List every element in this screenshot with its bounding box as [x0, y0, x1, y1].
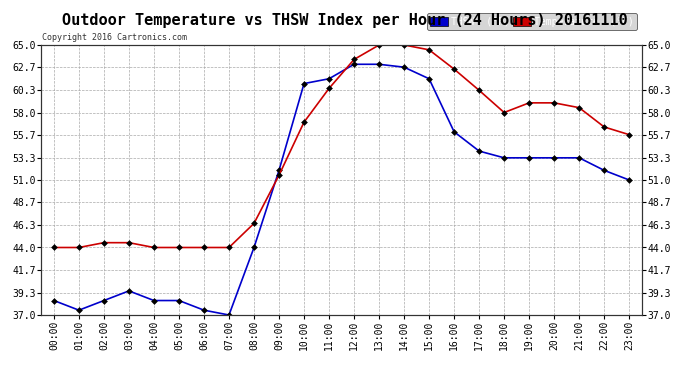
Text: Outdoor Temperature vs THSW Index per Hour (24 Hours) 20161110: Outdoor Temperature vs THSW Index per Ho…: [62, 13, 628, 28]
Legend: THSW  (°F), Temperature  (°F): THSW (°F), Temperature (°F): [426, 13, 637, 30]
Text: Copyright 2016 Cartronics.com: Copyright 2016 Cartronics.com: [42, 33, 187, 42]
